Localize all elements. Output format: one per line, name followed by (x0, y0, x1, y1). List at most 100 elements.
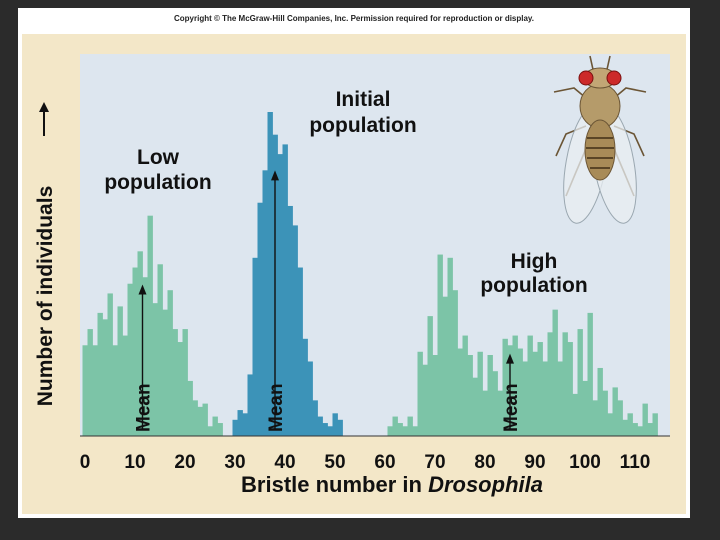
bar-high-106 (612, 387, 618, 436)
bar-high-78 (472, 377, 478, 436)
bar-high-70 (432, 355, 438, 436)
bar-high-93 (547, 332, 553, 436)
bar-initial-40 (282, 144, 288, 436)
bar-high-113 (647, 423, 653, 436)
bar-initial-30 (232, 419, 238, 436)
bar-high-69 (427, 316, 433, 436)
bar-high-86 (512, 335, 518, 436)
bar-high-75 (457, 348, 463, 436)
x-tick-70: 70 (424, 452, 445, 473)
x-tick-100: 100 (569, 452, 601, 473)
bar-low-18 (172, 329, 178, 436)
bar-low-1 (87, 329, 93, 436)
bar-low-12 (142, 277, 148, 436)
bar-high-96 (562, 332, 568, 436)
bar-low-24 (202, 403, 208, 436)
x-tick-0: 0 (80, 452, 91, 473)
bar-low-16 (162, 309, 168, 436)
bar-high-81 (487, 355, 493, 436)
bar-low-19 (177, 342, 183, 436)
bar-high-99 (577, 329, 583, 436)
bar-high-90 (532, 351, 538, 436)
bar-initial-50 (332, 413, 338, 436)
bar-high-98 (572, 393, 578, 436)
bar-initial-39 (277, 154, 283, 436)
bar-high-79 (477, 351, 483, 436)
bar-high-95 (557, 361, 563, 436)
mean-arrowhead-low (138, 284, 147, 295)
initial-population-label-line1: Initial (336, 88, 391, 111)
bar-high-104 (602, 390, 608, 436)
bar-initial-31 (237, 410, 243, 436)
x-axis-title-species: Drosophila (428, 472, 543, 497)
x-tick-60: 60 (374, 452, 395, 473)
bar-initial-47 (317, 416, 323, 436)
bristle-histogram: Mean Mean Mean 0 10 20 30 40 50 60 70 80 90 100 110 L… (34, 54, 670, 497)
bar-initial-43 (297, 267, 303, 436)
bar-high-62 (392, 416, 398, 436)
bar-high-94 (552, 309, 558, 436)
bar-low-6 (112, 345, 118, 436)
bar-low-23 (197, 406, 203, 436)
bar-high-110 (632, 423, 638, 436)
bar-high-77 (467, 355, 473, 436)
bar-initial-35 (257, 202, 263, 436)
bar-low-17 (167, 290, 173, 436)
bar-initial-44 (302, 338, 308, 436)
bar-high-101 (587, 312, 593, 436)
bar-low-2 (92, 345, 98, 436)
x-tick-80: 80 (474, 452, 495, 473)
x-tick-40: 40 (274, 452, 295, 473)
bar-high-61 (387, 426, 393, 436)
bar-low-3 (97, 312, 103, 436)
bar-low-13 (147, 215, 153, 436)
low-population-label-line2: population (104, 171, 211, 194)
bar-high-74 (452, 290, 458, 436)
bar-low-25 (207, 426, 213, 436)
bar-low-9 (127, 283, 133, 436)
mean-arrowhead-initial (271, 170, 279, 181)
bar-initial-41 (287, 205, 293, 436)
initial-population-label-line2: population (309, 114, 416, 137)
bar-low-4 (102, 319, 108, 436)
x-axis-title-prefix: Bristle number in (241, 472, 428, 497)
bar-high-107 (617, 400, 623, 436)
bar-low-11 (137, 251, 143, 436)
copyright-notice: Copyright © The McGraw-Hill Companies, I… (173, 14, 535, 23)
mean-label-initial: Mean (266, 383, 287, 432)
x-tick-labels: 0 10 20 30 40 50 60 70 80 90 100 110 (80, 452, 651, 473)
bar-high-68 (422, 364, 428, 436)
bar-initial-33 (247, 374, 253, 436)
bar-high-105 (607, 413, 613, 436)
x-tick-20: 20 (174, 452, 195, 473)
mean-label-low: Mean (134, 383, 155, 432)
bar-low-27 (217, 423, 223, 436)
bar-high-64 (402, 426, 408, 436)
slide: Copyright © The McGraw-Hill Companies, I… (18, 8, 690, 518)
bar-high-71 (437, 254, 443, 436)
bar-high-67 (417, 351, 423, 436)
bar-high-82 (492, 371, 498, 436)
bar-low-8 (122, 335, 128, 436)
x-tick-30: 30 (224, 452, 245, 473)
bar-high-89 (527, 335, 533, 436)
bar-high-66 (412, 426, 418, 436)
bar-initial-36 (262, 170, 268, 436)
bar-high-91 (537, 342, 543, 436)
bar-high-102 (592, 400, 598, 436)
bar-initial-32 (242, 413, 248, 436)
left-eye-icon (578, 70, 594, 86)
mean-arrowhead-high (506, 353, 514, 364)
bar-high-80 (482, 390, 488, 436)
histogram-bars (82, 112, 658, 436)
bar-high-88 (522, 361, 528, 436)
bar-low-10 (132, 267, 138, 436)
bar-high-87 (517, 348, 523, 436)
bar-low-0 (82, 345, 88, 436)
bar-high-83 (497, 390, 503, 436)
bar-high-92 (542, 361, 548, 436)
bar-high-63 (397, 423, 403, 436)
bar-low-5 (107, 293, 113, 436)
low-population-label-line1: Low (137, 146, 180, 169)
bar-low-26 (212, 416, 218, 436)
